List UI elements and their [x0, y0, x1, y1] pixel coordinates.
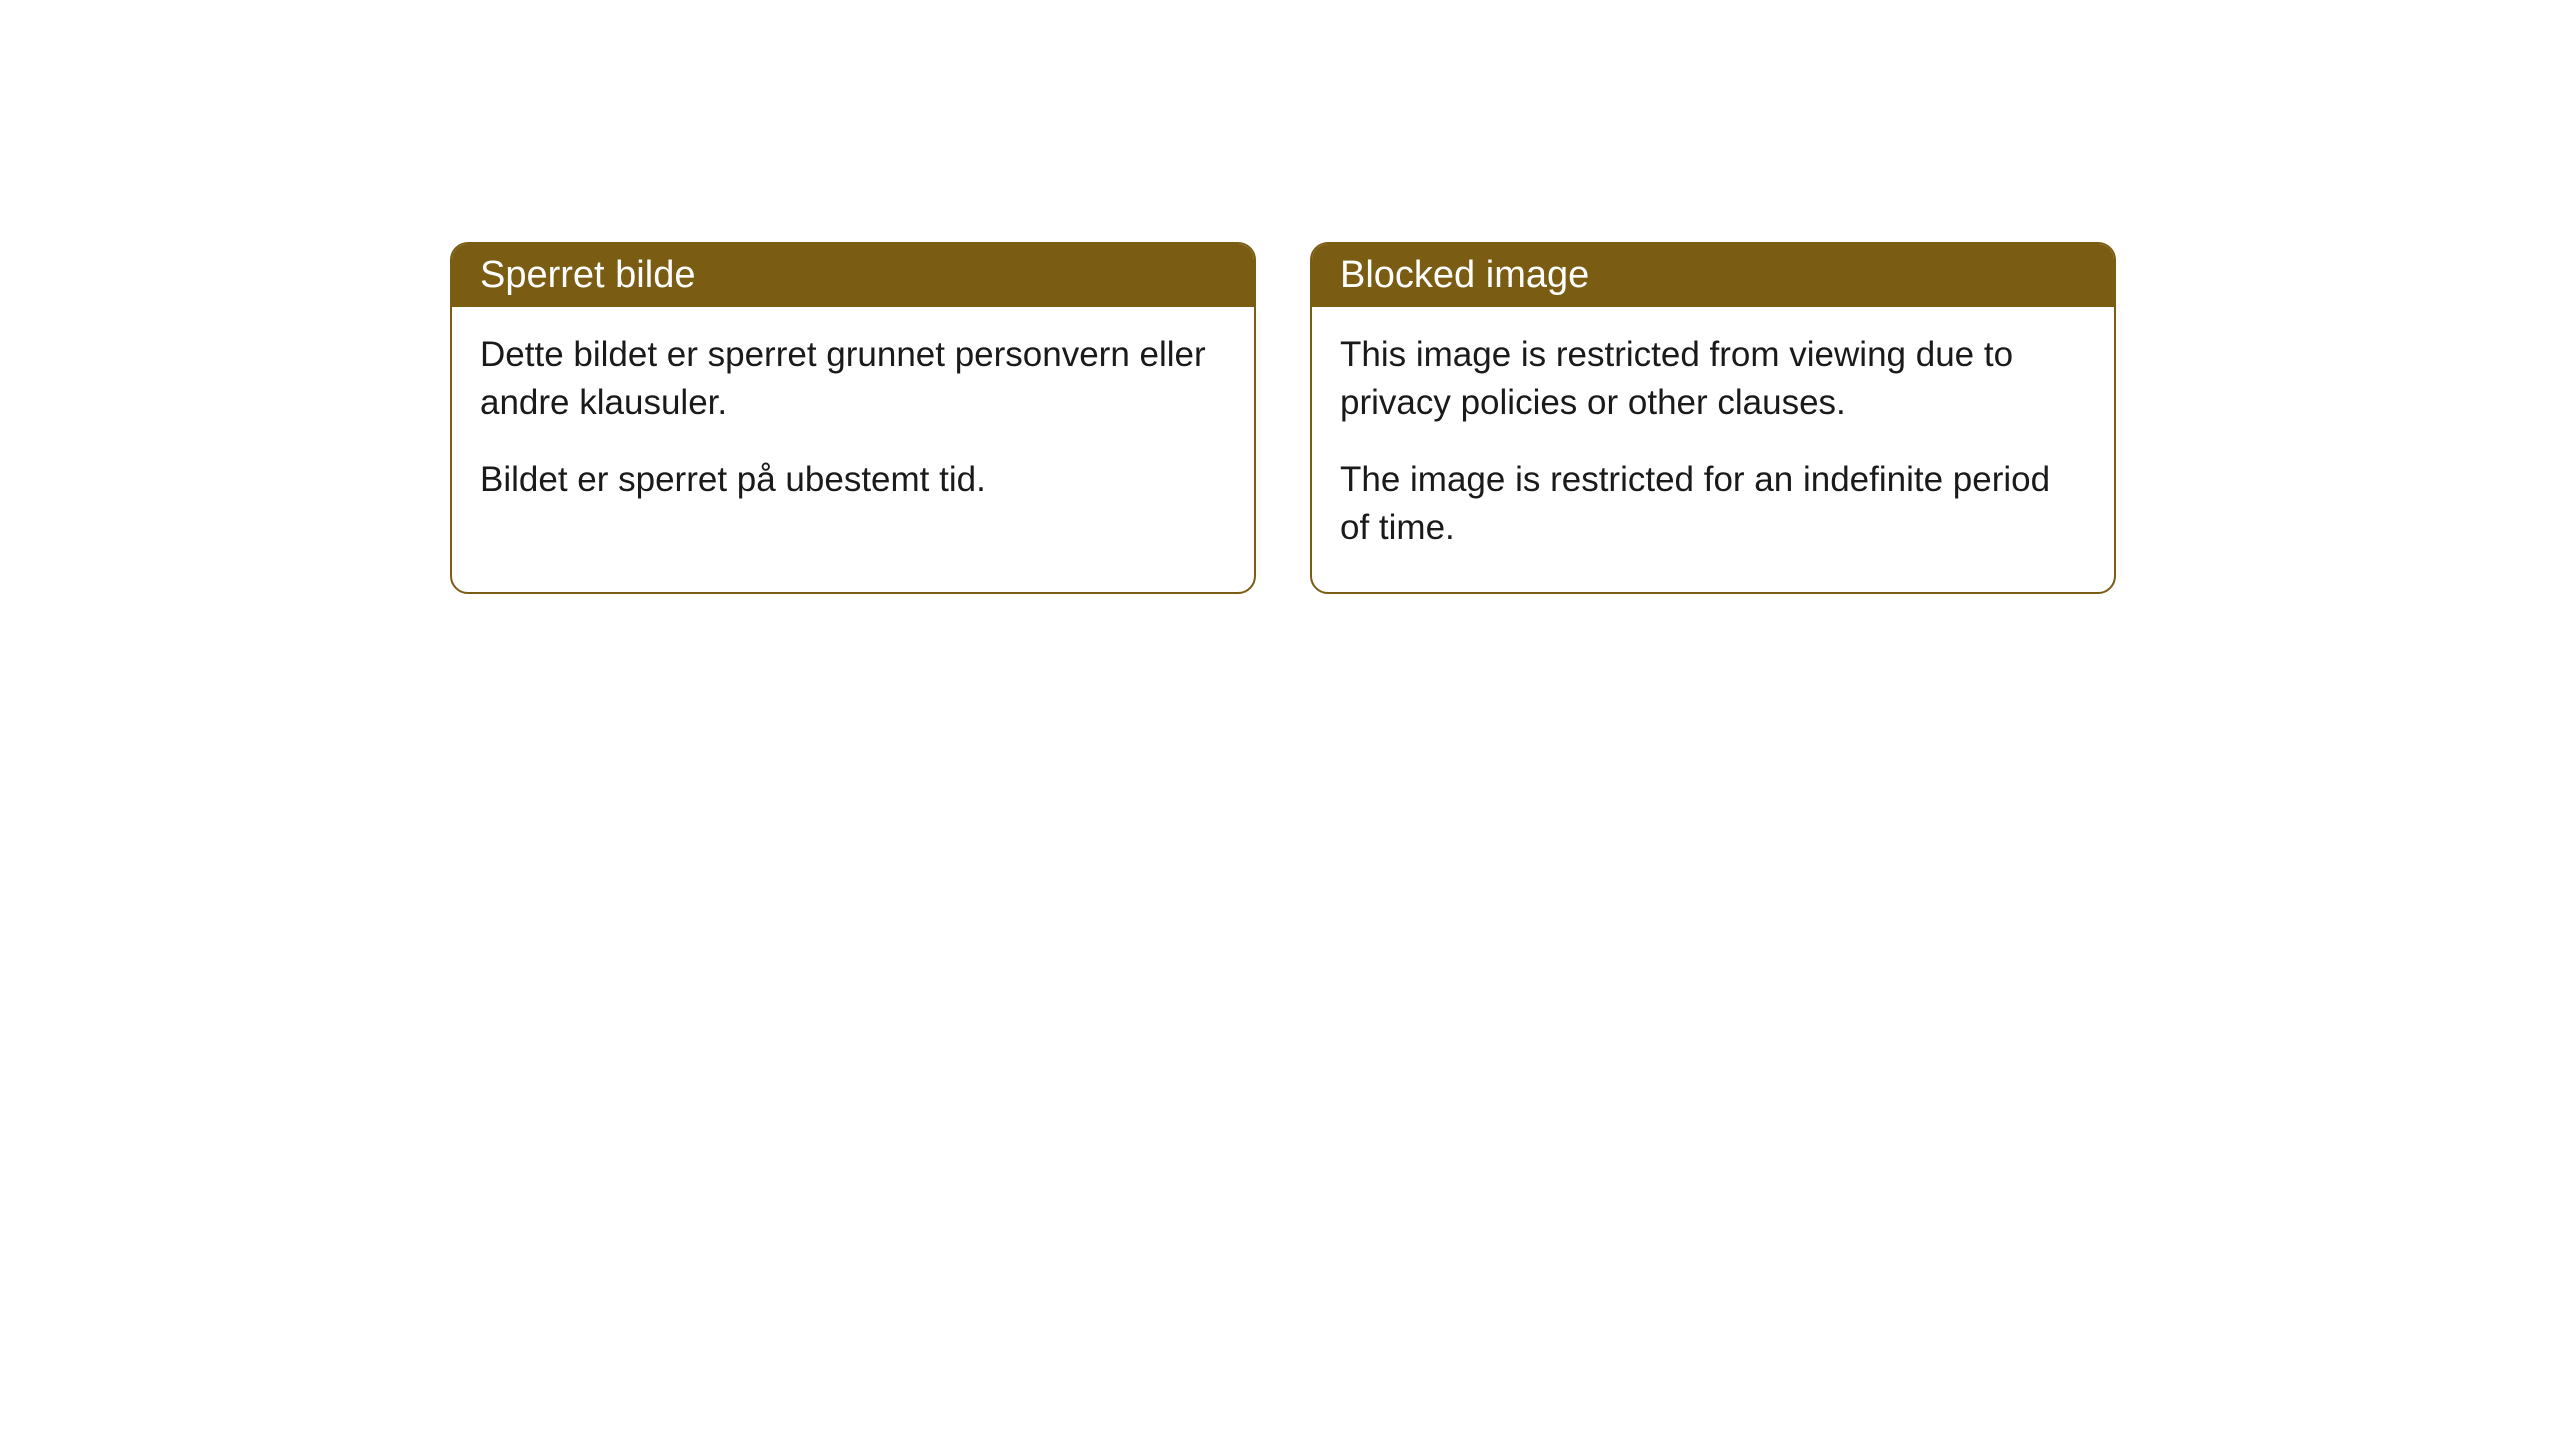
notice-card-norwegian: Sperret bilde Dette bildet er sperret gr… — [450, 242, 1256, 594]
card-paragraph: This image is restricted from viewing du… — [1340, 331, 2086, 428]
notice-card-english: Blocked image This image is restricted f… — [1310, 242, 2116, 594]
card-title: Sperret bilde — [480, 254, 695, 296]
card-header: Sperret bilde — [452, 244, 1254, 307]
notice-card-container: Sperret bilde Dette bildet er sperret gr… — [450, 242, 2116, 594]
card-paragraph: Dette bildet er sperret grunnet personve… — [480, 331, 1226, 428]
card-body: Dette bildet er sperret grunnet personve… — [452, 307, 1254, 544]
card-body: This image is restricted from viewing du… — [1312, 307, 2114, 592]
card-title: Blocked image — [1340, 254, 1589, 296]
card-paragraph: Bildet er sperret på ubestemt tid. — [480, 456, 1226, 504]
card-paragraph: The image is restricted for an indefinit… — [1340, 456, 2086, 553]
card-header: Blocked image — [1312, 244, 2114, 307]
